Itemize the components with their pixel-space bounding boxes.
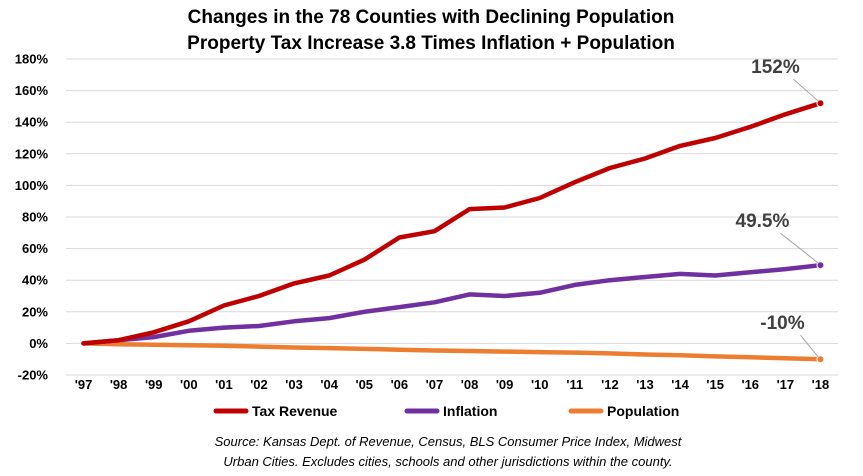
- x-tick-label: '97: [75, 377, 93, 392]
- source-line-2: Urban Cities. Excludes cities, schools a…: [223, 454, 672, 469]
- x-tick-label: '07: [426, 377, 444, 392]
- x-tick-label: '11: [566, 377, 583, 392]
- x-tick-label: '09: [496, 377, 514, 392]
- y-axis-ticks: -20% 0% 20% 40% 60% 80% 100% 120% 140% 160% 180%: [15, 52, 49, 383]
- x-axis-ticks: '97 '98 '99 '00 '01 '02 '03 '04 '05 '06 '07 '08 '09 '…: [75, 377, 829, 392]
- y-tick-label: 40%: [22, 273, 48, 288]
- y-tick-label: 60%: [22, 241, 48, 256]
- y-tick-label: 80%: [22, 210, 48, 225]
- x-tick-label: '17: [777, 377, 795, 392]
- annotation-label: 49.5%: [736, 211, 790, 232]
- gridlines: [66, 58, 838, 376]
- series-end-point: [816, 261, 825, 270]
- legend-label: Inflation: [443, 403, 497, 419]
- x-tick-label: '98: [110, 377, 128, 392]
- x-tick-label: '04: [320, 377, 338, 392]
- y-tick-label: 160%: [15, 83, 49, 98]
- source-line-1: Source: Kansas Dept. of Revenue, Census,…: [215, 434, 683, 449]
- x-tick-label: '00: [180, 377, 198, 392]
- x-tick-label: '14: [671, 377, 689, 392]
- annotation-leader: [793, 78, 819, 102]
- annotation-leader: [780, 232, 819, 264]
- x-tick-label: '08: [461, 377, 479, 392]
- y-tick-label: 180%: [15, 52, 49, 67]
- x-tick-label: '13: [636, 377, 654, 392]
- x-tick-label: '16: [741, 377, 759, 392]
- x-tick-label: '18: [812, 377, 830, 392]
- x-tick-label: '06: [391, 377, 409, 392]
- series-end-point: [816, 355, 825, 364]
- annotation-label: 152%: [751, 57, 800, 78]
- x-tick-label: '03: [285, 377, 303, 392]
- x-tick-label: '05: [355, 377, 373, 392]
- annotation-leader: [800, 334, 819, 358]
- y-tick-label: 100%: [15, 178, 49, 193]
- annotation-label: -10%: [760, 313, 804, 334]
- x-tick-label: '10: [531, 377, 549, 392]
- x-tick-label: '15: [706, 377, 724, 392]
- legend: Tax Revenue Inflation Population: [213, 403, 679, 419]
- x-tick-label: '99: [145, 377, 163, 392]
- legend-label: Tax Revenue: [252, 403, 338, 419]
- end-annotations: 152% 49.5% -10%: [736, 57, 819, 358]
- series-line-tax-revenue: [81, 100, 823, 346]
- y-tick-label: 120%: [15, 146, 49, 161]
- series-end-point: [816, 99, 825, 108]
- x-tick-label: '01: [215, 377, 233, 392]
- y-tick-label: 20%: [22, 304, 48, 319]
- series-line-inflation: [81, 262, 823, 346]
- y-tick-label: -20%: [18, 368, 49, 383]
- series-lines: [81, 99, 825, 364]
- chart-title: Changes in the 78 Counties with Declinin…: [188, 7, 675, 28]
- x-tick-label: '12: [601, 377, 619, 392]
- chart-subtitle: Property Tax Increase 3.8 Times Inflatio…: [187, 33, 675, 54]
- y-tick-label: 0%: [29, 336, 48, 351]
- x-tick-label: '02: [250, 377, 268, 392]
- series-line-population: [81, 341, 823, 362]
- legend-label: Population: [607, 403, 679, 419]
- y-tick-label: 140%: [15, 115, 49, 130]
